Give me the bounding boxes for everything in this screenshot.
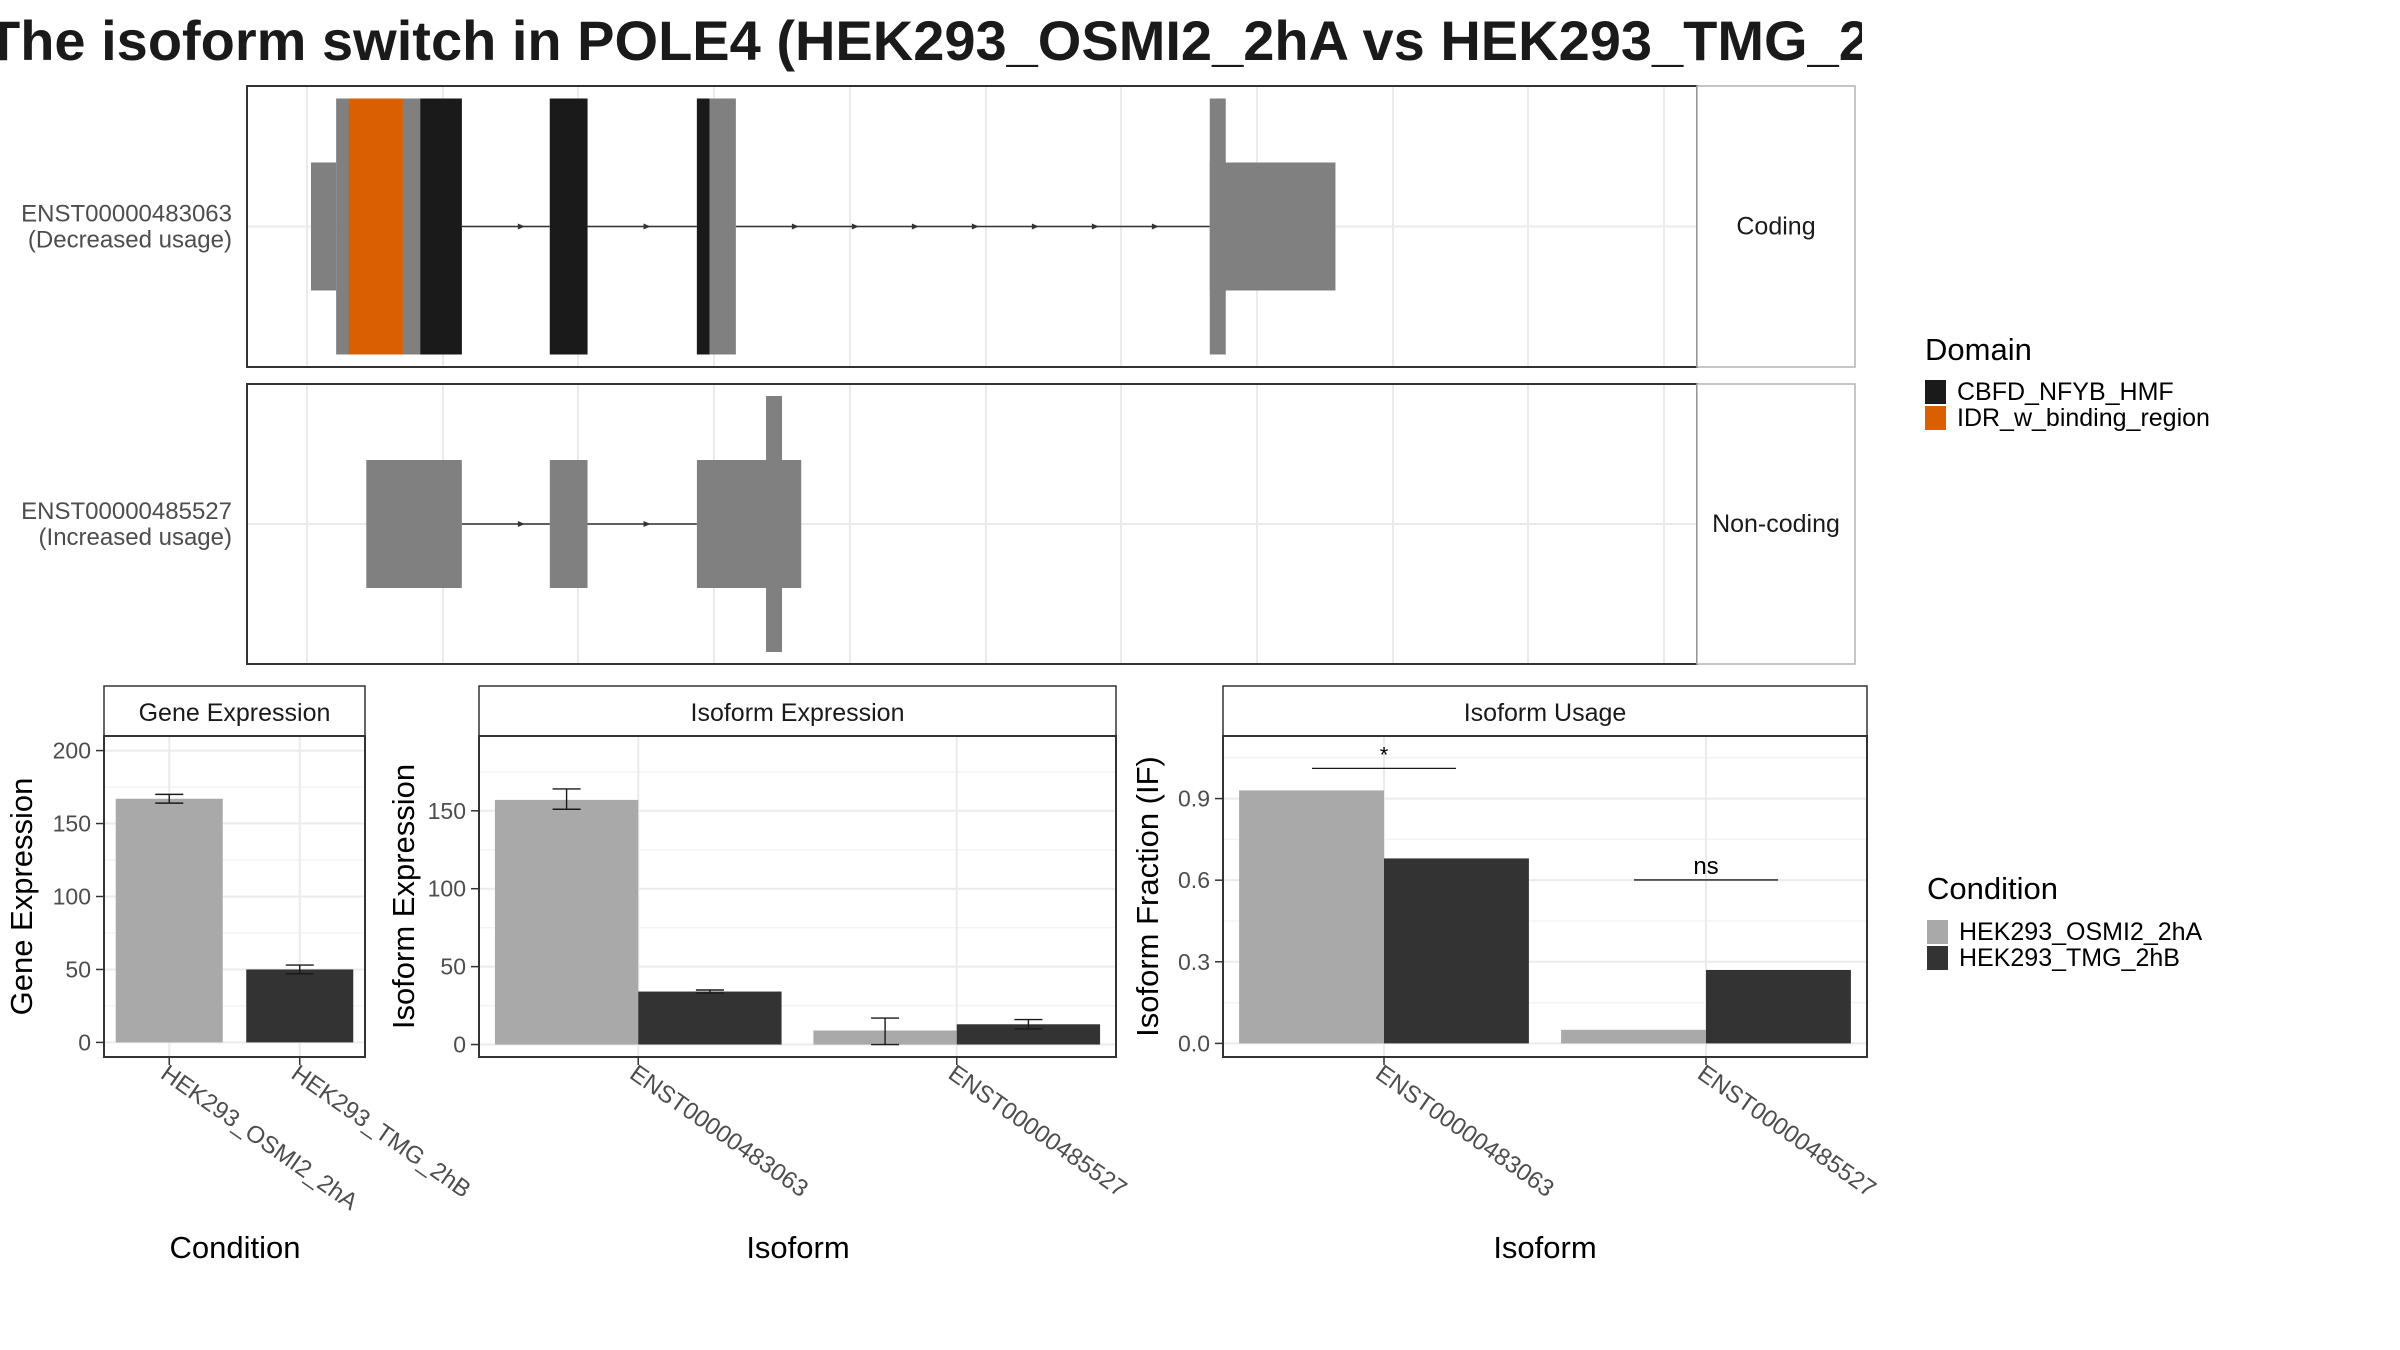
- significance-label: ns: [1693, 853, 1718, 880]
- domain-idr-w-binding-region: [348, 98, 403, 355]
- noncoding-exon: [366, 460, 462, 588]
- y-tick-label: 150: [53, 811, 91, 837]
- y-axis-title: Isoform Expression: [386, 764, 421, 1029]
- domain-cbfd-nfyb-hmf: [420, 98, 462, 355]
- facet-strip-label: Non-coding: [1712, 510, 1840, 538]
- intron-direction-arrow: [1151, 223, 1159, 230]
- intron-direction-arrow: [643, 521, 651, 527]
- bar: [1706, 969, 1851, 1044]
- chart-panel-frame: [103, 735, 366, 1058]
- facet-strip: [1696, 85, 1856, 368]
- condition-legend-label: HEK293_TMG_2hB: [1959, 944, 2180, 972]
- domain-cbfd-nfyb-hmf: [696, 98, 710, 355]
- x-axis-title: Isoform: [746, 1230, 849, 1265]
- condition-legend-key: [1927, 920, 1948, 944]
- y-tick-label: 0.3: [1178, 949, 1210, 975]
- chart-strip: [1222, 685, 1868, 737]
- condition-legend-key: [1927, 946, 1948, 970]
- intron-direction-arrow: [517, 521, 525, 527]
- transcript-id-label: ENST00000483063: [21, 201, 232, 228]
- cds-boundary-marker: [1209, 98, 1226, 355]
- y-tick-label: 50: [65, 956, 91, 982]
- domain-legend-key: [1925, 406, 1946, 430]
- transcript-usage-label: (Increased usage): [39, 524, 232, 551]
- x-tick-label: ENST00000483063: [1371, 1060, 1559, 1203]
- x-axis-title: Condition: [170, 1230, 301, 1265]
- utr-exon: [1209, 162, 1336, 291]
- condition-legend-title: Condition: [1927, 871, 2058, 906]
- utr-exon: [311, 162, 337, 291]
- chart-strip: [478, 685, 1117, 737]
- intron-direction-arrow: [971, 223, 979, 230]
- chart-panel-frame: [1222, 735, 1868, 1058]
- intron-direction-arrow: [1091, 223, 1099, 230]
- bar: [1384, 858, 1529, 1044]
- y-tick-label: 0: [78, 1029, 91, 1055]
- bar: [115, 798, 223, 1043]
- y-tick-label: 50: [440, 954, 466, 980]
- y-tick-label: 100: [53, 884, 91, 910]
- intron-direction-arrow: [643, 223, 651, 230]
- y-tick-label: 0: [453, 1032, 466, 1058]
- noncoding-exon: [549, 460, 588, 588]
- domain-legend-title: Domain: [1925, 332, 2032, 367]
- bar: [494, 799, 639, 1045]
- y-tick-label: 100: [428, 876, 466, 902]
- figure-title-text: The isoform switch in POLE4 (HEK293_OSMI…: [0, 9, 1862, 72]
- condition-legend-label: HEK293_OSMI2_2hA: [1959, 918, 2203, 946]
- intron-direction-arrow: [1031, 223, 1039, 230]
- domain-cbfd-nfyb-hmf: [549, 98, 588, 355]
- facet-strip: [1696, 383, 1856, 665]
- domain-legend-label: IDR_w_binding_region: [1957, 404, 2210, 432]
- intron-direction-arrow: [851, 223, 859, 230]
- y-axis-title: Isoform Fraction (IF): [1130, 756, 1165, 1037]
- significance-label: *: [1380, 742, 1389, 767]
- bar: [638, 991, 782, 1045]
- transcript-id-label: ENST00000485527: [21, 498, 232, 525]
- chart-panel-frame: [478, 735, 1117, 1058]
- bar: [1239, 790, 1384, 1044]
- bar: [246, 969, 354, 1043]
- chart-strip: [103, 685, 366, 737]
- domain-legend-key: [1925, 380, 1946, 404]
- y-tick-label: 0.9: [1178, 786, 1210, 812]
- chart-strip-title: Isoform Expression: [691, 699, 905, 727]
- y-axis-title: Gene Expression: [4, 778, 39, 1016]
- transcript-usage-label: (Decreased usage): [28, 227, 232, 254]
- x-axis-title: Isoform: [1493, 1230, 1596, 1265]
- intron-direction-arrow: [791, 223, 799, 230]
- y-tick-label: 150: [428, 798, 466, 824]
- chart-strip-title: Gene Expression: [139, 699, 331, 727]
- figure-title: The isoform switch in POLE4 (HEK293_OSMI…: [0, 6, 1862, 76]
- y-tick-label: 0.6: [1178, 867, 1210, 893]
- x-tick-label: ENST00000485527: [943, 1060, 1131, 1203]
- intron-direction-arrow: [911, 223, 919, 230]
- x-tick-label: ENST00000485527: [1693, 1060, 1881, 1203]
- y-tick-label: 0.0: [1178, 1030, 1210, 1056]
- chart-strip-title: Isoform Usage: [1464, 699, 1627, 727]
- intron-direction-arrow: [517, 223, 525, 230]
- bar: [1561, 1029, 1706, 1044]
- noncoding-exon: [696, 460, 802, 588]
- x-tick-label: ENST00000483063: [625, 1060, 813, 1203]
- facet-strip-label: Coding: [1736, 213, 1815, 241]
- exon-junction-marker: [766, 396, 783, 652]
- domain-legend-label: CBFD_NFYB_HMF: [1957, 378, 2174, 406]
- y-tick-label: 200: [53, 738, 91, 764]
- bar: [956, 1024, 1101, 1045]
